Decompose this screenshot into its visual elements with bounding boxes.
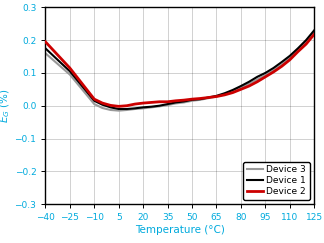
Device 2: [174, 99, 178, 102]
Device 1: [109, 106, 112, 109]
Device 1: [182, 100, 186, 103]
Device 2: [190, 98, 194, 101]
Device 3: [182, 101, 186, 104]
Device 3: [272, 69, 275, 72]
Device 2: [109, 104, 112, 107]
Device 2: [117, 105, 121, 108]
Device 3: [296, 49, 300, 52]
Device 3: [133, 107, 137, 110]
Device 2: [263, 75, 267, 78]
Device 1: [231, 88, 235, 91]
Device 2: [223, 93, 226, 96]
Device 1: [223, 92, 226, 95]
Device 3: [280, 63, 284, 66]
Device 1: [263, 71, 267, 74]
Device 2: [198, 97, 202, 100]
X-axis label: Temperature (°C): Temperature (°C): [135, 225, 225, 235]
Device 3: [247, 82, 251, 85]
Device 1: [157, 104, 161, 107]
Device 1: [100, 103, 104, 106]
Device 1: [92, 99, 96, 102]
Device 2: [133, 103, 137, 105]
Device 2: [157, 100, 161, 103]
Line: Device 2: Device 2: [45, 34, 314, 106]
Device 1: [272, 67, 275, 69]
Device 1: [43, 47, 47, 50]
Device 2: [149, 101, 153, 104]
Device 3: [68, 73, 72, 76]
Device 1: [174, 101, 178, 104]
Device 3: [190, 99, 194, 102]
Device 2: [255, 80, 259, 83]
Device 2: [239, 88, 243, 91]
Device 1: [247, 80, 251, 83]
Device 3: [255, 78, 259, 81]
Device 3: [223, 93, 226, 96]
Device 1: [133, 107, 137, 110]
Device 2: [125, 104, 129, 107]
Device 2: [247, 85, 251, 87]
Device 2: [231, 91, 235, 94]
Device 3: [157, 105, 161, 108]
Device 1: [288, 54, 292, 57]
Device 2: [68, 67, 72, 69]
Device 1: [255, 75, 259, 78]
Device 1: [206, 96, 210, 99]
Device 3: [304, 41, 308, 44]
Device 3: [149, 106, 153, 109]
Device 3: [92, 103, 96, 105]
Line: Device 3: Device 3: [45, 32, 314, 111]
Device 3: [125, 109, 129, 112]
Device 2: [166, 100, 169, 103]
Device 2: [100, 102, 104, 104]
Device 3: [166, 104, 169, 106]
Device 2: [296, 50, 300, 53]
Device 3: [239, 86, 243, 89]
Device 2: [214, 95, 218, 98]
Device 1: [125, 107, 129, 110]
Device 1: [190, 98, 194, 101]
Device 3: [198, 98, 202, 101]
Device 1: [280, 61, 284, 63]
Device 2: [280, 65, 284, 68]
Device 1: [141, 106, 145, 109]
Device 3: [117, 109, 121, 112]
Device 1: [304, 39, 308, 42]
Device 3: [214, 95, 218, 98]
Line: Device 1: Device 1: [45, 30, 314, 109]
Device 2: [304, 43, 308, 45]
Device 3: [263, 74, 267, 77]
Device 3: [100, 106, 104, 109]
Device 1: [296, 47, 300, 50]
Device 2: [288, 58, 292, 61]
Device 1: [166, 103, 169, 105]
Device 1: [214, 95, 218, 97]
Device 1: [149, 105, 153, 108]
Legend: Device 3, Device 1, Device 2: Device 3, Device 1, Device 2: [243, 162, 310, 200]
Device 2: [312, 33, 316, 36]
Device 3: [174, 102, 178, 105]
Device 1: [312, 29, 316, 32]
Device 1: [198, 98, 202, 101]
Device 1: [117, 107, 121, 110]
Device 3: [231, 89, 235, 92]
Device 2: [141, 102, 145, 104]
Device 3: [141, 107, 145, 110]
Device 2: [43, 40, 47, 43]
Device 2: [92, 98, 96, 101]
Device 2: [272, 70, 275, 73]
Device 1: [68, 70, 72, 73]
Y-axis label: $E_G$ (%): $E_G$ (%): [0, 88, 12, 123]
Device 3: [288, 57, 292, 60]
Device 3: [312, 30, 316, 33]
Device 3: [109, 109, 112, 112]
Device 2: [182, 99, 186, 102]
Device 3: [43, 52, 47, 55]
Device 2: [206, 96, 210, 99]
Device 1: [239, 85, 243, 87]
Device 3: [206, 97, 210, 100]
